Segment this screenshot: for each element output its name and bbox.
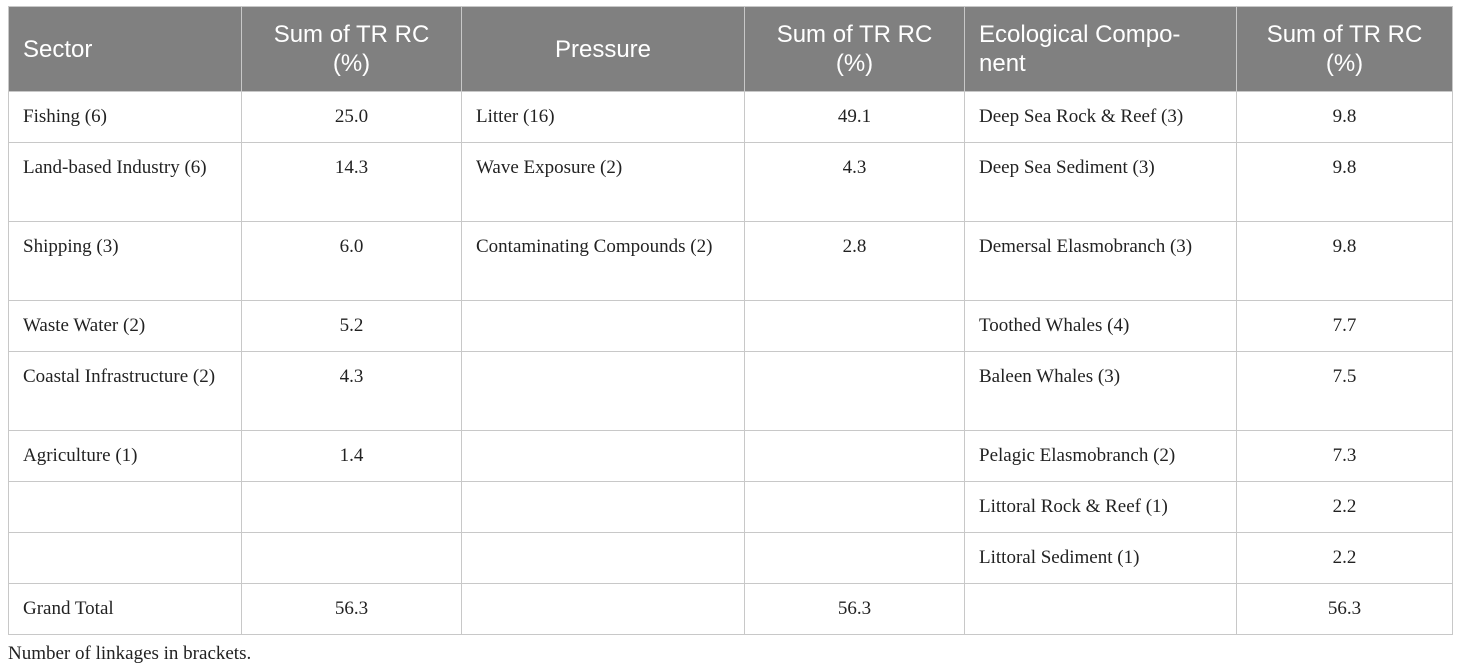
table-row: Shipping (3) 6.0 Contaminating Compounds…: [8, 221, 1453, 301]
cell-component-sum: 56.3: [1236, 583, 1453, 635]
cell-sector: [8, 532, 242, 584]
cell-sector-sum: 14.3: [241, 142, 462, 222]
cell-component-sum: 9.8: [1236, 221, 1453, 301]
cell-sector-sum: 4.3: [241, 351, 462, 431]
cell-pressure: [461, 532, 745, 584]
cell-sector: Fishing (6): [8, 91, 242, 143]
header-pressure-sum: Sum of TR RC (%): [744, 6, 965, 92]
cell-sector-sum: 1.4: [241, 430, 462, 482]
cell-component: Deep Sea Sediment (3): [964, 142, 1237, 222]
header-ecological-component: Ecological Compo-nent: [964, 6, 1237, 92]
cell-component: Pelagic Elasmobranch (2): [964, 430, 1237, 482]
cell-pressure-sum: 2.8: [744, 221, 965, 301]
cell-sector: Land-based Industry (6): [8, 142, 242, 222]
cell-sector-sum: 6.0: [241, 221, 462, 301]
cell-component-sum: 7.5: [1236, 351, 1453, 431]
table-row: Agriculture (1) 1.4 Pelagic Elasmobranch…: [8, 430, 1453, 482]
cell-pressure: [461, 583, 745, 635]
cell-component: Demersal Elasmobranch (3): [964, 221, 1237, 301]
cell-sector: Grand Total: [8, 583, 242, 635]
cell-component: [964, 583, 1237, 635]
cell-component: Baleen Whales (3): [964, 351, 1237, 431]
cell-sector: Shipping (3): [8, 221, 242, 301]
cell-component: Littoral Rock & Reef (1): [964, 481, 1237, 533]
header-component-sum: Sum of TR RC (%): [1236, 6, 1453, 92]
table-row: Waste Water (2) 5.2 Toothed Whales (4) 7…: [8, 300, 1453, 352]
cell-sector-sum: [241, 532, 462, 584]
header-sector: Sector: [8, 6, 242, 92]
header-row: Sector Sum of TR RC (%) Pressure Sum of …: [8, 6, 1453, 92]
cell-component: Deep Sea Rock & Reef (3): [964, 91, 1237, 143]
cell-pressure-sum: [744, 351, 965, 431]
data-table: Sector Sum of TR RC (%) Pressure Sum of …: [8, 6, 1453, 635]
cell-sector: [8, 481, 242, 533]
cell-sector: Agriculture (1): [8, 430, 242, 482]
grand-total-row: Grand Total 56.3 56.3 56.3: [8, 583, 1453, 635]
cell-pressure-sum: [744, 532, 965, 584]
table-row: Coastal Infrastructure (2) 4.3 Baleen Wh…: [8, 351, 1453, 431]
table-row: Littoral Sediment (1) 2.2: [8, 532, 1453, 584]
cell-sector-sum: [241, 481, 462, 533]
cell-pressure: Wave Exposure (2): [461, 142, 745, 222]
cell-component: Toothed Whales (4): [964, 300, 1237, 352]
cell-component-sum: 9.8: [1236, 142, 1453, 222]
cell-sector-sum: 56.3: [241, 583, 462, 635]
header-sector-sum: Sum of TR RC (%): [241, 6, 462, 92]
cell-component-sum: 9.8: [1236, 91, 1453, 143]
cell-pressure-sum: [744, 481, 965, 533]
table-row: Littoral Rock & Reef (1) 2.2: [8, 481, 1453, 533]
cell-sector: Coastal Infrastructure (2): [8, 351, 242, 431]
table-footnote: Number of linkages in brackets.: [8, 643, 252, 664]
cell-pressure: [461, 351, 745, 431]
table-row: Land-based Industry (6) 14.3 Wave Exposu…: [8, 142, 1453, 222]
cell-pressure: [461, 481, 745, 533]
cell-pressure-sum: 56.3: [744, 583, 965, 635]
cell-pressure-sum: [744, 430, 965, 482]
cell-pressure: [461, 300, 745, 352]
cell-component-sum: 2.2: [1236, 532, 1453, 584]
cell-pressure: [461, 430, 745, 482]
cell-pressure: Contaminating Compounds (2): [461, 221, 745, 301]
cell-pressure-sum: 49.1: [744, 91, 965, 143]
cell-component-sum: 7.7: [1236, 300, 1453, 352]
cell-pressure: Litter (16): [461, 91, 745, 143]
cell-sector-sum: 5.2: [241, 300, 462, 352]
table-row: Fishing (6) 25.0 Litter (16) 49.1 Deep S…: [8, 91, 1453, 143]
cell-component-sum: 7.3: [1236, 430, 1453, 482]
cell-pressure-sum: [744, 300, 965, 352]
cell-component-sum: 2.2: [1236, 481, 1453, 533]
cell-component: Littoral Sediment (1): [964, 532, 1237, 584]
header-pressure: Pressure: [461, 6, 745, 92]
table-container: Sector Sum of TR RC (%) Pressure Sum of …: [8, 6, 1453, 667]
cell-pressure-sum: 4.3: [744, 142, 965, 222]
cell-sector-sum: 25.0: [241, 91, 462, 143]
cell-sector: Waste Water (2): [8, 300, 242, 352]
